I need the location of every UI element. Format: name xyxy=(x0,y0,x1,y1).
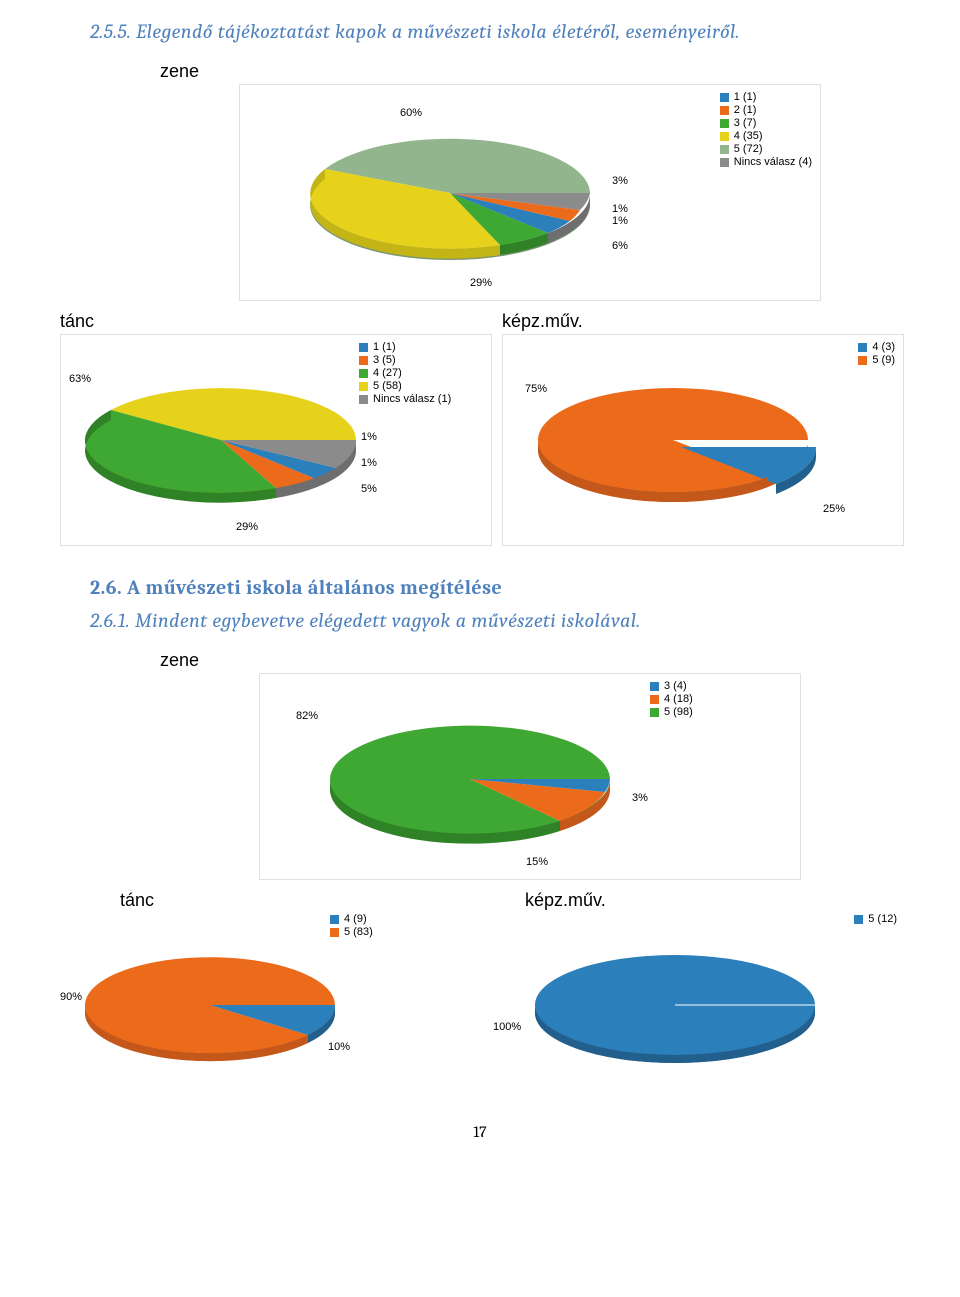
legend-swatch xyxy=(858,343,867,352)
pct-label: 29% xyxy=(236,521,258,533)
pct-label: 100% xyxy=(493,1021,521,1033)
pct-label: 1% xyxy=(361,457,377,469)
pct-label: 63% xyxy=(69,373,91,385)
heading-255: 2.5.5. Elegendő tájékoztatást kapok a mű… xyxy=(90,20,900,43)
legend-swatch xyxy=(359,356,368,365)
legend-swatch xyxy=(854,915,863,924)
chart-tanc-261: 4 (9) 5 (83) 90% 10% xyxy=(60,913,475,1093)
legend-swatch xyxy=(720,106,729,115)
legend-swatch xyxy=(720,158,729,167)
legend-swatch xyxy=(330,928,339,937)
pct-label: 6% xyxy=(612,240,628,252)
pct-label: 3% xyxy=(632,792,648,804)
legend-swatch xyxy=(858,356,867,365)
label-zene-255: zene xyxy=(160,61,900,82)
pct-label: 1% xyxy=(361,431,377,443)
pct-label: 1% xyxy=(612,215,628,227)
legend-tanc-261: 4 (9) 5 (83) xyxy=(330,913,373,939)
pct-label: 1% xyxy=(612,203,628,215)
chart-zene-261: 3 (4) 4 (18) 5 (98) 82% 3% 15% xyxy=(259,673,801,880)
legend-tanc-255: 1 (1) 3 (5) 4 (27) 5 (58) Nincs válasz (… xyxy=(359,341,451,406)
legend-swatch xyxy=(359,395,368,404)
legend-swatch xyxy=(650,682,659,691)
pct-label: 29% xyxy=(470,277,492,289)
label-kepz-261: képz.műv. xyxy=(525,890,905,911)
label-kepz-255: képz.műv. xyxy=(502,311,904,332)
page-number: 17 xyxy=(60,1123,900,1141)
pct-label: 25% xyxy=(823,503,845,515)
legend-kepz-255: 4 (3) 5 (9) xyxy=(858,341,895,367)
legend-kepz-261: 5 (12) xyxy=(854,913,897,926)
legend-swatch xyxy=(650,708,659,717)
pct-label: 3% xyxy=(612,175,628,187)
legend-swatch xyxy=(650,695,659,704)
legend-zene-255: 1 (1) 2 (1) 3 (7) 4 (35) 5 (72) Nincs vá… xyxy=(720,91,812,169)
chart-kepz-255: 4 (3) 5 (9) 75% 25% xyxy=(502,334,904,546)
legend-swatch xyxy=(359,369,368,378)
pct-label: 10% xyxy=(328,1041,350,1053)
legend-swatch xyxy=(720,119,729,128)
pct-label: 82% xyxy=(296,710,318,722)
legend-swatch xyxy=(359,382,368,391)
legend-swatch xyxy=(720,93,729,102)
legend-swatch xyxy=(359,343,368,352)
heading-261: 2.6.1. Mindent egybevetve elégedett vagy… xyxy=(90,609,900,632)
legend-swatch xyxy=(720,145,729,154)
pct-label: 60% xyxy=(400,107,422,119)
chart-zene-255: 1 (1) 2 (1) 3 (7) 4 (35) 5 (72) Nincs vá… xyxy=(239,84,821,301)
pct-label: 90% xyxy=(60,991,82,1003)
legend-swatch xyxy=(330,915,339,924)
chart-tanc-255: 1 (1) 3 (5) 4 (27) 5 (58) Nincs válasz (… xyxy=(60,334,492,546)
label-tanc-261: tánc xyxy=(120,890,475,911)
pct-label: 75% xyxy=(525,383,547,395)
pct-label: 15% xyxy=(526,856,548,868)
legend-zene-261: 3 (4) 4 (18) 5 (98) xyxy=(650,680,693,719)
heading-26: 2.6. A művészeti iskola általános megíté… xyxy=(90,576,900,599)
label-zene-261: zene xyxy=(160,650,900,671)
label-tanc-255: tánc xyxy=(60,311,492,332)
chart-kepz-261: 5 (12) 100% xyxy=(485,913,905,1093)
pct-label: 5% xyxy=(361,483,377,495)
legend-swatch xyxy=(720,132,729,141)
